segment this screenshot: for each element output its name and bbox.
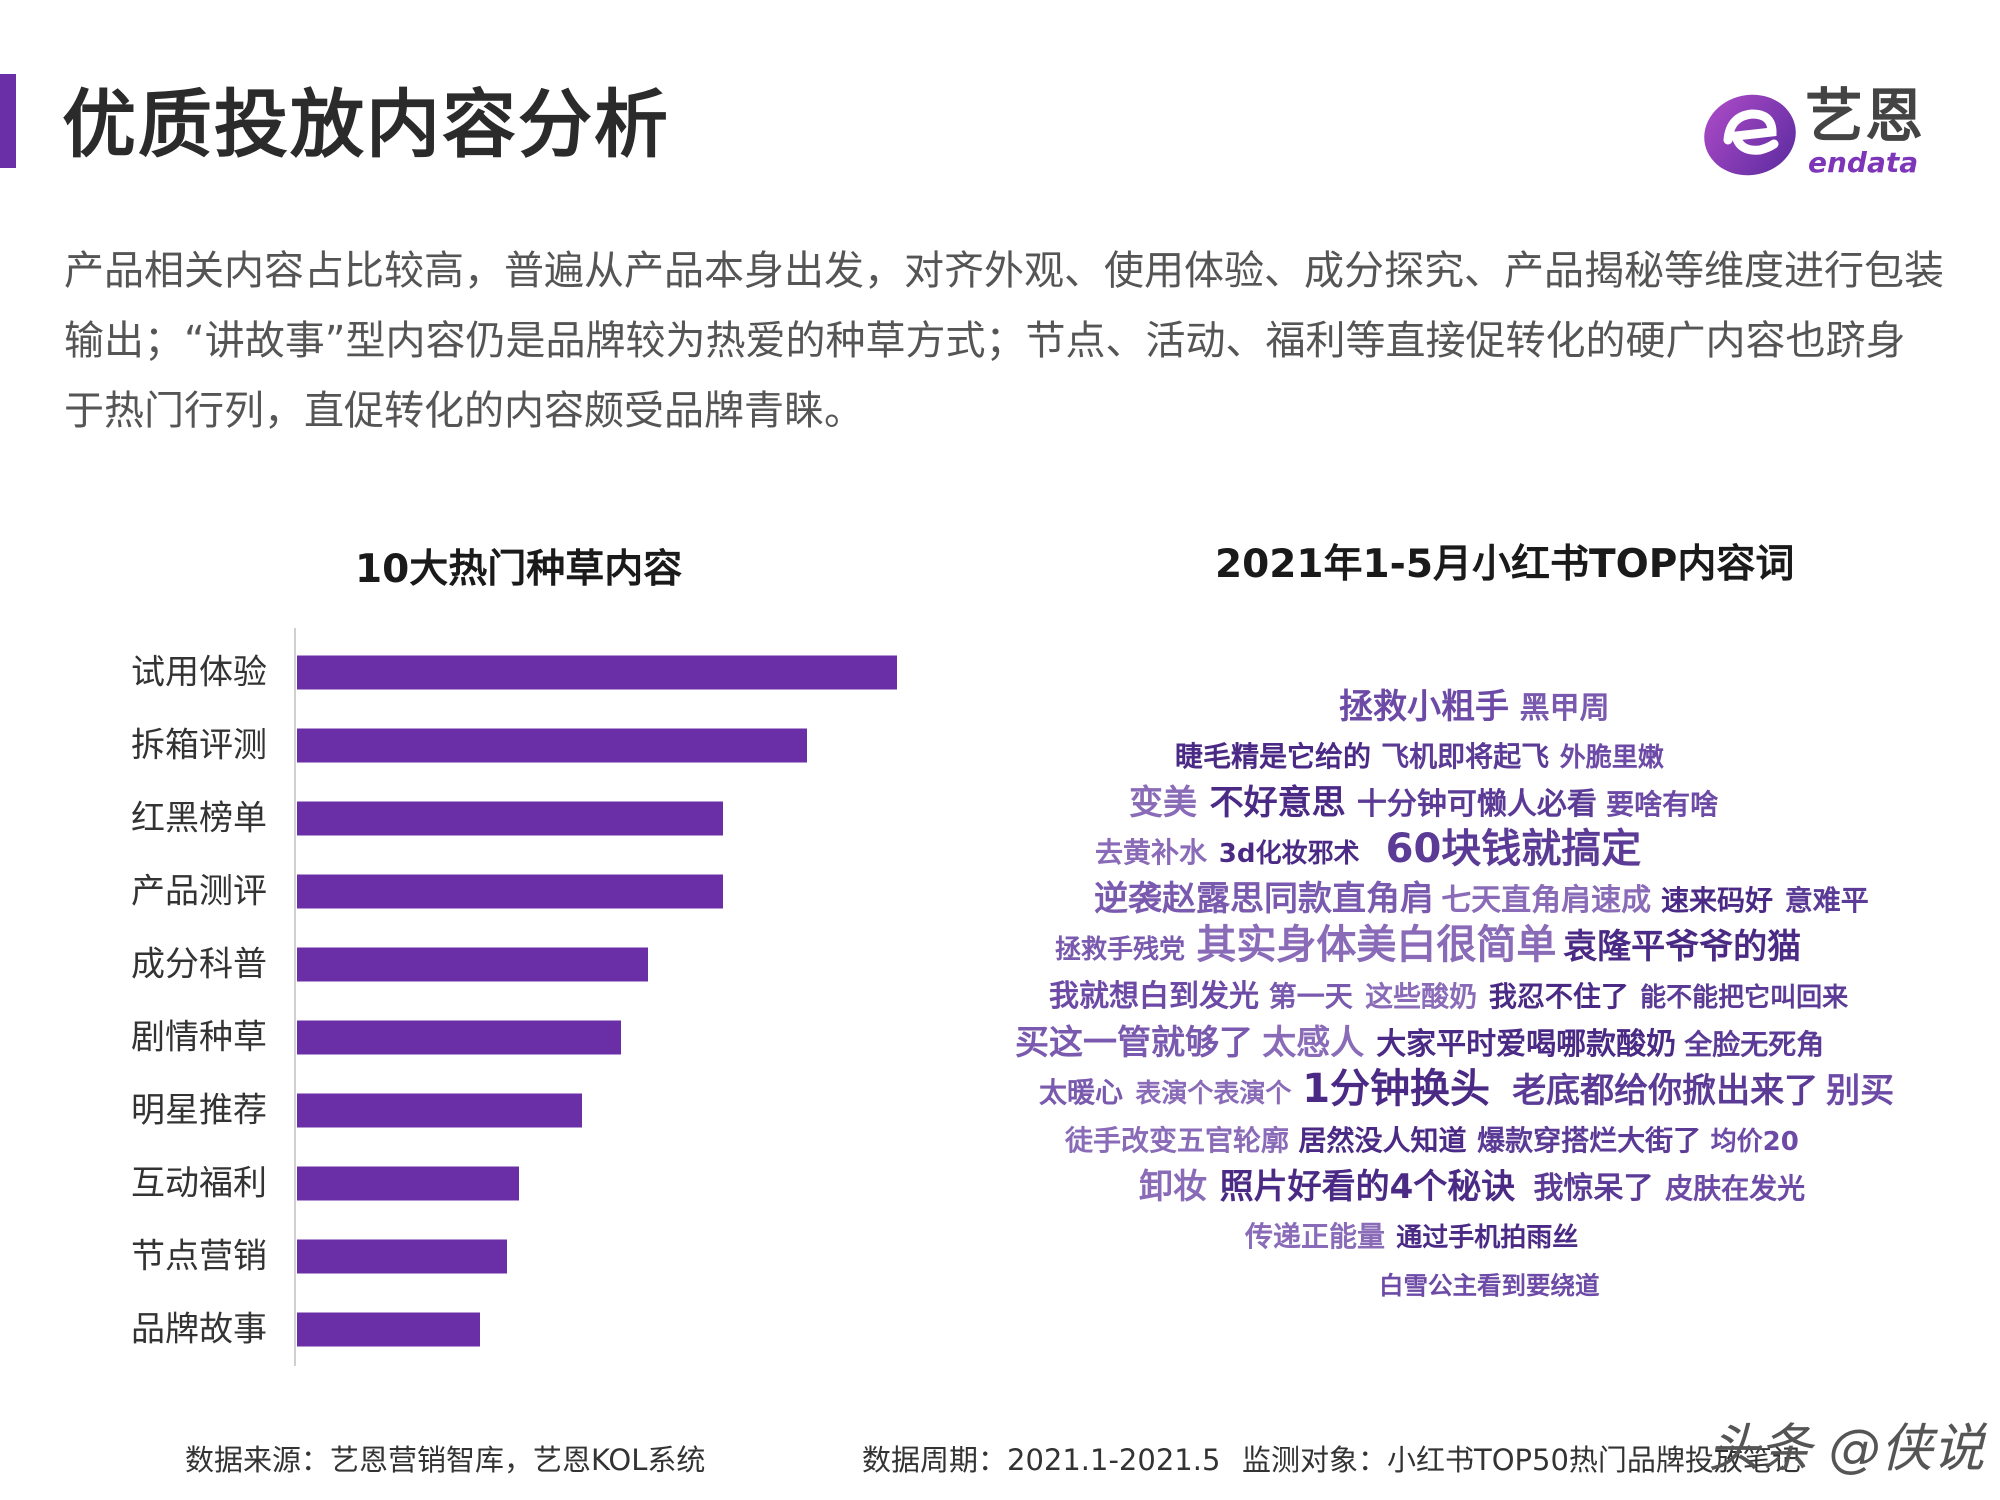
bar-category-label: 产品测评 bbox=[131, 872, 267, 912]
word-cloud-word: 照片好看的4个秘诀 bbox=[1220, 1167, 1516, 1207]
bar-category-label: 剧情种草 bbox=[131, 1018, 267, 1058]
word-cloud-word: 这些酸奶 bbox=[1365, 980, 1477, 1013]
logo-name-cn: 艺恩 bbox=[1805, 82, 1926, 150]
word-cloud-word: 意难平 bbox=[1785, 884, 1869, 917]
word-cloud-word: 徒手改变五官轮廓 bbox=[1064, 1124, 1289, 1157]
word-cloud-word: 七天直角肩速成 bbox=[1441, 883, 1651, 918]
word-cloud-word: 居然没人知道 bbox=[1299, 1124, 1467, 1157]
word-cloud-word: 不好意思 bbox=[1210, 783, 1346, 823]
logo-name-en: endata bbox=[1808, 146, 1919, 179]
word-cloud-word: 我忍不住了 bbox=[1489, 980, 1629, 1013]
bar-10 bbox=[297, 1312, 480, 1347]
word-cloud-word: 速来码好 bbox=[1661, 884, 1773, 917]
bar-category-label: 明星推荐 bbox=[131, 1091, 267, 1131]
word-cloud-word: 卸妆 bbox=[1139, 1167, 1207, 1207]
intro-paragraph: 产品相关内容占比较高，普遍从产品本身出发，对齐外观、使用体验、成分探究、产品揭秘… bbox=[64, 248, 1944, 434]
word-cloud-word: 睫毛精是它给的 bbox=[1175, 740, 1371, 773]
bar-category-label: 红黑榜单 bbox=[131, 799, 267, 839]
footer-data-period: 数据周期：2021.1-2021.5 bbox=[862, 1443, 1221, 1477]
word-cloud-word: 大家平时爱喝哪款酸奶 bbox=[1376, 1027, 1676, 1062]
word-cloud-word: 第一天 bbox=[1269, 980, 1353, 1013]
word-cloud-word: 传递正能量 bbox=[1244, 1220, 1385, 1253]
word-cloud-word: 飞机即将起飞 bbox=[1381, 740, 1549, 773]
word-cloud-word: 通过手机拍雨丝 bbox=[1396, 1223, 1578, 1253]
bar-category-label: 互动福利 bbox=[131, 1164, 267, 1204]
word-cloud-word: 袁隆平爷爷的猫 bbox=[1563, 927, 1801, 967]
bar-category-label: 拆箱评测 bbox=[131, 726, 267, 766]
word-cloud-word: 白雪公主看到要绕道 bbox=[1379, 1271, 1600, 1300]
bar-category-label: 成分科普 bbox=[131, 945, 267, 985]
bar-9 bbox=[297, 1239, 507, 1274]
word-cloud-word: 拯救小粗手 bbox=[1339, 687, 1509, 727]
word-cloud-word: 1分钟换头 bbox=[1302, 1066, 1490, 1112]
word-cloud-word: 买这一管就够了 bbox=[1015, 1023, 1253, 1063]
bar-1 bbox=[297, 655, 897, 690]
word-cloud-word: 外脆里嫩 bbox=[1560, 742, 1665, 773]
bar-category-label: 试用体验 bbox=[131, 653, 267, 693]
bar-8 bbox=[297, 1166, 519, 1201]
word-cloud-word: 去黄补水 bbox=[1095, 836, 1208, 869]
word-cloud-word: 逆袭赵露思同款直角肩 bbox=[1094, 879, 1434, 919]
word-cloud-title: 2021年1-5月小红书TOP内容词 bbox=[1215, 542, 1795, 587]
content-word-cloud: 拯救小粗手 黑甲周睫毛精是它给的 飞机即将起飞 外脆里嫩变美 不好意思 十分钟可懒人必看要… bbox=[1015, 687, 1894, 1300]
bar-category-label: 品牌故事 bbox=[131, 1310, 267, 1350]
word-cloud-word: 要啥有啥 bbox=[1606, 788, 1718, 821]
bar-category-label: 节点营销 bbox=[131, 1237, 267, 1277]
word-cloud-word: 全脸无死角 bbox=[1683, 1028, 1824, 1061]
footer-monitor-object: 监测对象：小红书TOP50热门品牌投放笔记 bbox=[1242, 1443, 1801, 1477]
word-cloud-word: 能不能把它叫回来 bbox=[1640, 982, 1849, 1013]
bar-7 bbox=[297, 1093, 582, 1128]
word-cloud-word: 我惊呆了 bbox=[1534, 1171, 1654, 1206]
bar-4 bbox=[297, 874, 723, 909]
toutiao-watermark: 头条 @侠说 bbox=[1708, 1419, 1985, 1479]
footer-data-source: 数据来源：艺恩营销智库，艺恩KOL系统 bbox=[185, 1443, 706, 1477]
word-cloud-word: 60块钱就搞定 bbox=[1386, 826, 1642, 872]
bar-2 bbox=[297, 728, 807, 763]
word-cloud-word: 老底都给你掀出来了 bbox=[1512, 1071, 1818, 1111]
word-cloud-word: 太暖心 bbox=[1039, 1076, 1123, 1109]
word-cloud-word: 表演个表演个 bbox=[1135, 1078, 1292, 1109]
bar-chart-title: 10大热门种草内容 bbox=[355, 547, 683, 592]
bar-5 bbox=[297, 947, 648, 982]
word-cloud-word: 变美 bbox=[1129, 783, 1197, 823]
word-cloud-word: 皮肤在发光 bbox=[1665, 1172, 1805, 1205]
word-cloud-word: 太感人 bbox=[1262, 1023, 1364, 1063]
word-cloud-word: 均价20 bbox=[1711, 1127, 1799, 1157]
word-cloud-word: 拯救手残党 bbox=[1055, 935, 1185, 965]
page-title: 优质投放内容分析 bbox=[62, 82, 670, 168]
word-cloud-word: 黑甲周 bbox=[1520, 691, 1610, 726]
word-cloud-word: 十分钟可懒人必看 bbox=[1357, 787, 1597, 822]
endata-logo-icon bbox=[1704, 94, 1796, 176]
bar-6 bbox=[297, 1020, 621, 1055]
word-cloud-word: 其实身体美白很简单 bbox=[1196, 922, 1556, 968]
word-cloud-word: 3d化妆邪术 bbox=[1219, 839, 1360, 869]
bar-3 bbox=[297, 801, 723, 836]
endata-logo: 艺恩 endata bbox=[1700, 82, 1950, 182]
title-accent-bar bbox=[0, 74, 16, 168]
word-cloud-word: 别买 bbox=[1826, 1071, 1894, 1111]
word-cloud-word: 爆款穿搭烂大街了 bbox=[1477, 1124, 1701, 1157]
word-cloud-word: 我就想白到发光 bbox=[1049, 979, 1259, 1014]
